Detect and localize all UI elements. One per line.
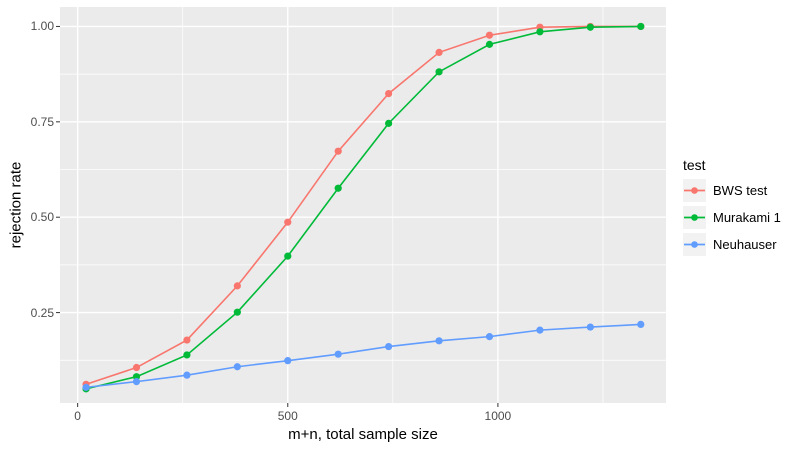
data-point	[586, 323, 594, 331]
data-point	[334, 147, 342, 155]
legend-entry: Neuhauser	[683, 233, 781, 256]
panel-background	[60, 7, 666, 403]
data-point	[536, 326, 544, 334]
data-point	[334, 184, 342, 192]
x-tick-label: 0	[74, 409, 81, 423]
data-point	[435, 48, 443, 56]
series-line-0	[85, 25, 641, 386]
legend: test BWS test Murakami 1 Neuhauser	[683, 157, 781, 256]
legend-title: test	[683, 157, 706, 173]
data-series	[82, 22, 645, 393]
data-point	[485, 40, 494, 48]
data-point	[284, 252, 292, 260]
data-point	[132, 363, 141, 372]
data-point	[233, 282, 241, 290]
series-line-1	[85, 25, 641, 390]
legend-key-icon	[683, 233, 706, 256]
data-point	[183, 351, 191, 359]
x-axis-title: m+n, total sample size	[288, 426, 438, 443]
axis-tick-marks	[56, 25, 499, 407]
data-point	[82, 383, 90, 391]
legend-label: BWS test	[713, 183, 768, 198]
y-tick-label: 1.00	[30, 19, 54, 34]
data-point	[586, 23, 594, 31]
data-point	[536, 28, 544, 36]
series-points-2	[82, 320, 645, 391]
legend-entry: Murakami 1	[683, 206, 781, 229]
series-line-2	[85, 323, 641, 389]
legend-key-icon	[683, 206, 706, 229]
data-point	[385, 119, 393, 127]
y-axis-title: rejection rate	[7, 161, 25, 249]
legend-label: Murakami 1	[713, 210, 781, 225]
y-tick-label: 0.50	[30, 210, 54, 225]
x-tick-label: 1000	[484, 409, 512, 423]
data-point	[385, 342, 393, 351]
y-tick-label: 0.25	[30, 305, 54, 320]
data-point	[385, 90, 393, 98]
x-tick-label: 500	[277, 409, 298, 423]
data-point	[485, 31, 494, 39]
data-point	[435, 337, 443, 345]
data-point	[233, 363, 241, 371]
series-points-1	[82, 22, 645, 393]
data-point	[233, 308, 241, 316]
data-point	[435, 68, 443, 76]
data-point	[284, 218, 292, 226]
legend-key-icon	[683, 179, 706, 202]
data-point	[183, 371, 191, 379]
data-point	[637, 22, 645, 31]
data-point	[485, 333, 494, 341]
data-point	[637, 320, 645, 329]
legend-entry: BWS test	[683, 179, 781, 202]
data-point	[132, 373, 141, 381]
data-point	[284, 357, 292, 365]
y-tick-label: 0.75	[30, 114, 54, 129]
data-point	[183, 336, 191, 344]
major-gridlines	[60, 7, 666, 403]
data-point	[132, 378, 141, 386]
legend-label: Neuhauser	[713, 237, 777, 252]
minor-gridlines	[60, 7, 666, 403]
data-point	[334, 350, 342, 358]
